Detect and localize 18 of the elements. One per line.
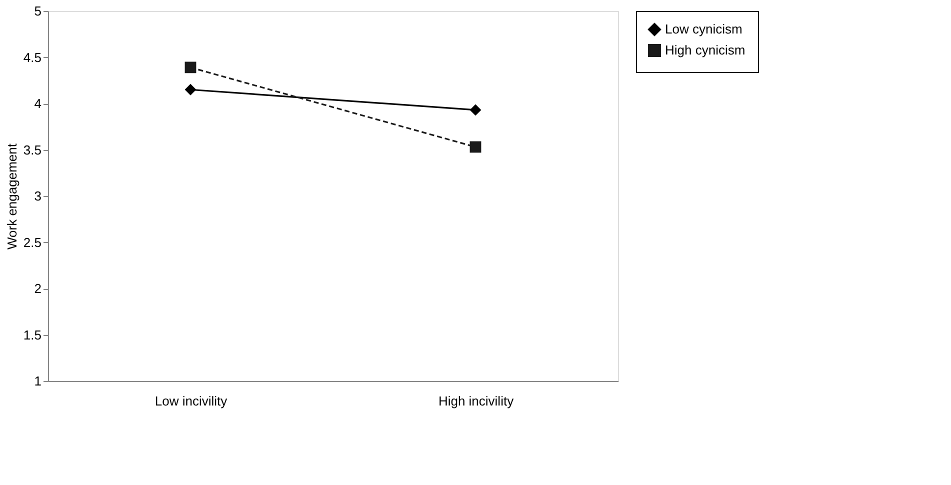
- y-tick-label: 2: [34, 281, 42, 296]
- y-tick-label: 1: [34, 374, 42, 388]
- y-axis-title: Work engagement: [4, 143, 20, 250]
- y-tick-label: 3.5: [23, 142, 42, 158]
- y-tick-label: 4: [34, 96, 42, 111]
- x-tick-label: High incivility: [438, 394, 514, 408]
- point: [184, 84, 196, 96]
- legend-label: High cynicism: [665, 42, 746, 58]
- y-tick-label: 3: [34, 188, 42, 204]
- y-tick-label: 4.5: [23, 50, 42, 65]
- point: [470, 104, 482, 116]
- y-tick-label: 2.5: [23, 234, 42, 250]
- y-tick-label: 5: [34, 4, 42, 18]
- legend-label: Low cynicism: [665, 22, 742, 36]
- x-tick-label: Low incivility: [154, 394, 228, 408]
- point: [470, 141, 482, 153]
- y-tick-label: 1.5: [23, 327, 42, 342]
- point: [184, 62, 196, 74]
